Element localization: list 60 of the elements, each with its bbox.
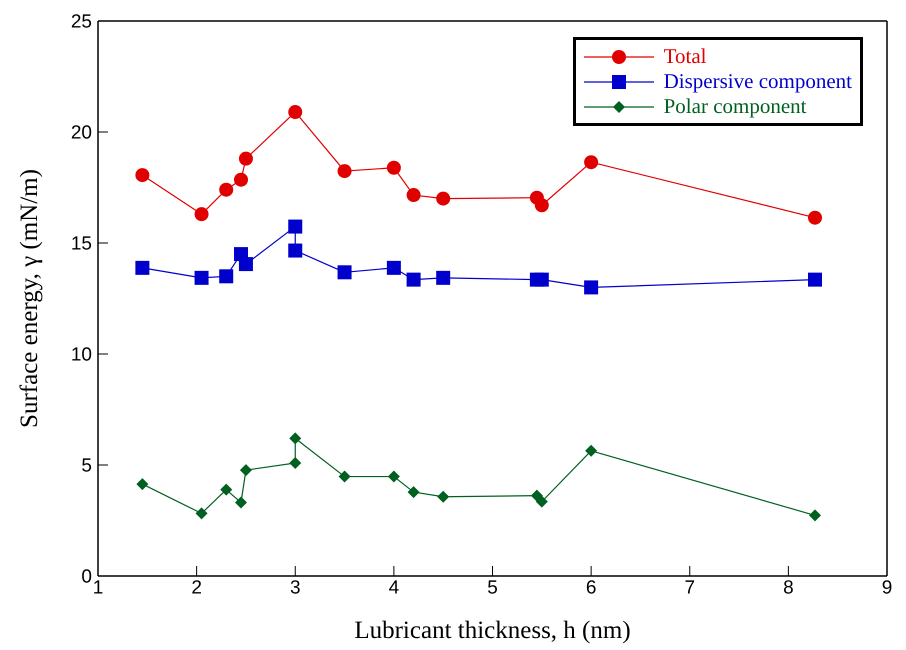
point [585, 444, 598, 457]
y-tick-label: 25 [70, 12, 92, 33]
y-axis-title: Surface energy, γ (mN/m) [16, 169, 43, 428]
y-tick-label: 15 [70, 234, 92, 255]
point [584, 155, 598, 170]
y-tick-label: 20 [70, 122, 92, 144]
x-tick-label: 1 [92, 577, 104, 598]
legend-label: Total [664, 44, 706, 69]
point [808, 210, 822, 225]
point [194, 270, 209, 285]
point [288, 244, 302, 258]
point [136, 478, 148, 490]
point [809, 509, 822, 522]
y-tick-label: 5 [81, 456, 92, 477]
x-tick-label: 4 [388, 577, 400, 598]
point [386, 160, 401, 175]
legend-label: Dispersive component [664, 69, 852, 94]
point [388, 470, 400, 483]
point [196, 507, 208, 520]
point [240, 464, 252, 476]
point [194, 207, 209, 222]
point [220, 484, 232, 496]
point [436, 270, 450, 285]
point [406, 272, 421, 287]
point [288, 105, 302, 120]
point [234, 172, 248, 187]
point [289, 432, 302, 444]
y-tick-label: 10 [70, 344, 92, 366]
point [238, 257, 253, 272]
point [235, 496, 248, 509]
x-tick-label: 2 [191, 577, 202, 598]
y-tick-label: 0 [81, 566, 92, 588]
point [534, 198, 549, 212]
point [135, 168, 150, 182]
x-tick-label: 7 [684, 577, 696, 598]
point [338, 164, 352, 178]
x-tick-label: 8 [783, 577, 794, 598]
point [219, 182, 234, 197]
point [534, 272, 549, 287]
x-tick-label: 6 [586, 577, 596, 598]
point [584, 280, 598, 294]
point [408, 486, 420, 498]
point [437, 490, 450, 503]
point [289, 457, 302, 469]
point [536, 496, 548, 508]
point [338, 265, 352, 280]
point [436, 192, 450, 206]
x-tick-label: 3 [290, 577, 301, 598]
point [135, 260, 150, 275]
x-axis-title: Lubricant thickness, h (nm) [354, 617, 631, 644]
point [808, 272, 822, 287]
point [238, 152, 253, 166]
x-tick-label: 5 [487, 577, 498, 598]
point [406, 188, 421, 202]
point [288, 220, 302, 234]
point [219, 269, 234, 284]
point [386, 260, 401, 275]
legend-label: Polar component [664, 94, 807, 119]
point [338, 470, 351, 483]
x-tick-label: 9 [882, 577, 892, 598]
